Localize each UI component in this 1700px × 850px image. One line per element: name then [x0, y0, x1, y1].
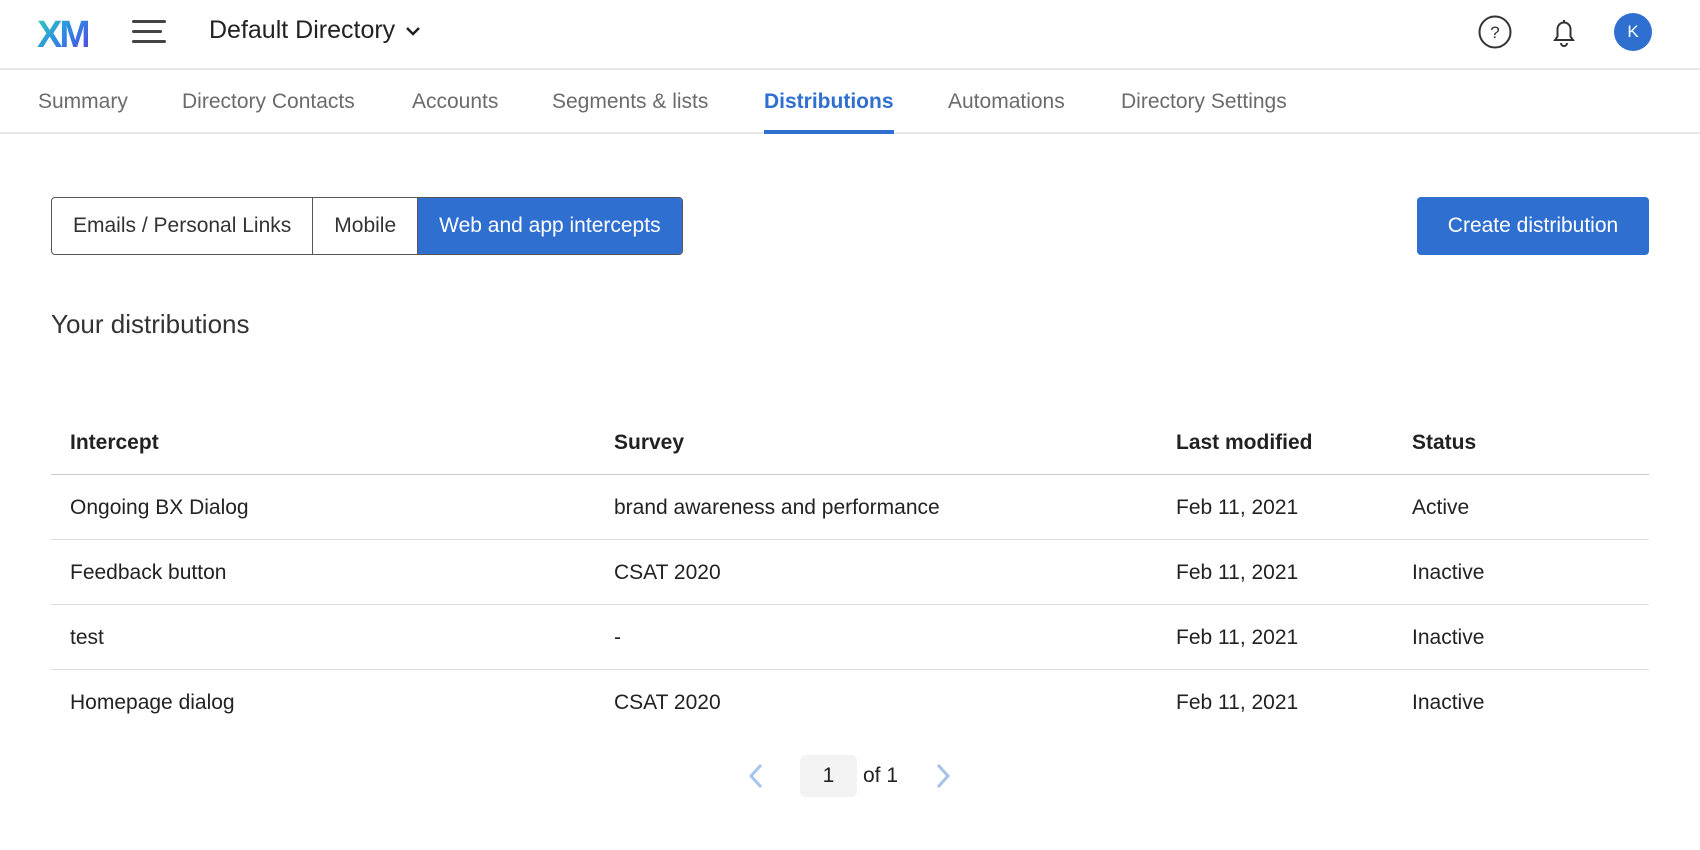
tab-directory-contacts[interactable]: Directory Contacts	[182, 90, 355, 113]
directory-selector[interactable]: Default Directory	[209, 16, 421, 45]
survey-name: CSAT 2020	[614, 561, 721, 584]
tab-accounts[interactable]: Accounts	[412, 90, 499, 113]
chevron-down-icon	[406, 26, 421, 36]
status: Active	[1412, 496, 1470, 519]
directory-tabs: Summary Directory Contacts Accounts Segm…	[0, 70, 1700, 134]
tab-directory-settings[interactable]: Directory Settings	[1121, 90, 1287, 113]
xm-logo[interactable]: XM	[37, 14, 91, 56]
last-modified: Feb 11, 2021	[1176, 626, 1299, 649]
last-modified: Feb 11, 2021	[1176, 496, 1299, 519]
survey-name: brand awareness and performance	[614, 496, 940, 519]
chevron-right-icon[interactable]	[935, 763, 951, 789]
intercept-name[interactable]: Homepage dialog	[70, 691, 235, 714]
table-row[interactable]: Ongoing BX Dialog brand awareness and pe…	[51, 475, 1649, 540]
menu-icon[interactable]	[132, 20, 166, 46]
status: Inactive	[1412, 626, 1485, 649]
last-modified: Feb 11, 2021	[1176, 691, 1299, 714]
survey-name: -	[614, 626, 621, 649]
tab-distributions[interactable]: Distributions	[764, 70, 894, 134]
intercept-name[interactable]: test	[70, 626, 104, 649]
status: Inactive	[1412, 561, 1485, 584]
directory-name: Default Directory	[209, 16, 396, 44]
last-modified: Feb 11, 2021	[1176, 561, 1299, 584]
chevron-left-icon[interactable]	[748, 763, 764, 789]
intercept-name[interactable]: Feedback button	[70, 561, 227, 584]
create-distribution-button[interactable]: Create distribution	[1417, 197, 1649, 255]
tab-automations[interactable]: Automations	[948, 90, 1065, 113]
status: Inactive	[1412, 691, 1485, 714]
section-title: Your distributions	[51, 309, 250, 339]
segment-emails[interactable]: Emails / Personal Links	[52, 198, 314, 254]
table-header: Intercept Survey Last modified Status	[51, 410, 1649, 475]
help-icon[interactable]: ?	[1477, 14, 1513, 50]
column-header[interactable]: Status	[1412, 431, 1477, 454]
distributions-table: Intercept Survey Last modified Status On…	[51, 410, 1649, 735]
table-row[interactable]: Homepage dialog CSAT 2020 Feb 11, 2021 I…	[51, 670, 1649, 735]
bell-icon[interactable]	[1546, 14, 1582, 50]
distribution-type-toggle: Emails / Personal Links Mobile Web and a…	[51, 197, 683, 255]
table-row[interactable]: Feedback button CSAT 2020 Feb 11, 2021 I…	[51, 540, 1649, 605]
page-number-input[interactable]: 1	[800, 755, 857, 797]
avatar[interactable]: K	[1614, 13, 1652, 51]
page-count: of 1	[863, 764, 899, 787]
segment-mobile[interactable]: Mobile	[313, 198, 419, 254]
column-header[interactable]: Last modified	[1176, 431, 1313, 454]
intercept-name[interactable]: Ongoing BX Dialog	[70, 496, 249, 519]
table-row[interactable]: test - Feb 11, 2021 Inactive	[51, 605, 1649, 670]
pagination: 1 of 1	[0, 755, 1700, 797]
survey-name: CSAT 2020	[614, 691, 721, 714]
column-header[interactable]: Intercept	[70, 431, 159, 454]
tab-summary[interactable]: Summary	[38, 90, 128, 113]
segment-web-app-intercepts[interactable]: Web and app intercepts	[418, 198, 682, 254]
column-header[interactable]: Survey	[614, 431, 685, 454]
tab-segments-lists[interactable]: Segments & lists	[552, 90, 709, 113]
top-header: XM Default Directory ? K	[0, 0, 1700, 70]
svg-text:?: ?	[1490, 23, 1499, 42]
